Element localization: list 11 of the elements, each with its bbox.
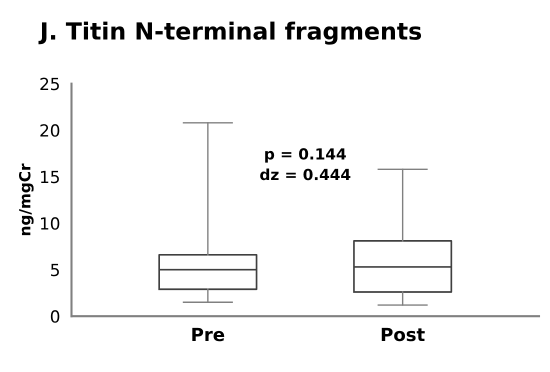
x-tick-label: Pre: [192, 328, 224, 342]
y-axis-title: ng/mgCr: [18, 163, 34, 236]
chart-title: J. Titin N-terminal fragments: [38, 22, 422, 45]
y-tick-label: 10: [41, 217, 60, 230]
y-tick-label: 5: [51, 264, 59, 276]
y-tick-label: 15: [41, 170, 59, 184]
annotation: p = 0.144 dz = 0.444: [260, 148, 350, 180]
y-tick-label: 25: [40, 78, 59, 90]
x-tick-label: Post: [382, 328, 425, 342]
y-tick-label: 20: [40, 124, 60, 137]
y-tick-label: 0: [50, 310, 60, 323]
